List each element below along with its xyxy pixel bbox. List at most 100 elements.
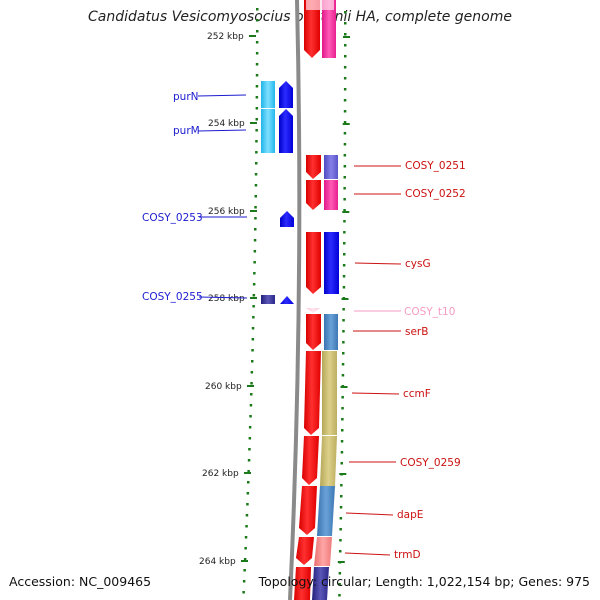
- minor-tick-left: [251, 338, 255, 341]
- leader-cysG: [354, 262, 402, 265]
- minor-tick-left: [255, 63, 259, 66]
- gene-serB-arrow: [306, 314, 321, 350]
- minor-tick-right: [343, 66, 347, 69]
- label-COSY_0259: COSY_0259: [400, 457, 461, 469]
- minor-tick-right: [343, 209, 346, 212]
- gene-COSY_0255-arrow: [280, 296, 294, 304]
- backbone-line: [288, 0, 302, 600]
- gene-dapE-arrow: [299, 486, 317, 535]
- minor-tick-right: [342, 264, 346, 267]
- minor-tick-left: [243, 569, 246, 572]
- tick-label-262: 262 kbp: [202, 469, 239, 479]
- minor-tick-left: [246, 503, 249, 506]
- minor-tick-left: [255, 151, 258, 154]
- minor-tick-right: [343, 110, 347, 113]
- minor-tick-right: [344, 55, 347, 58]
- minor-tick-left: [251, 327, 255, 330]
- minor-tick-right: [338, 572, 342, 575]
- label-purM: purM: [173, 125, 200, 137]
- right-strand-genes: [294, 0, 339, 600]
- minor-tick-left: [255, 107, 259, 110]
- minor-tick-left: [255, 41, 259, 44]
- gene-COSY_0251-cog: [324, 155, 338, 179]
- minor-tick-left: [242, 591, 245, 594]
- minor-tick-left: [252, 294, 256, 297]
- minor-tick-right: [343, 187, 346, 190]
- minor-tick-right: [343, 231, 346, 234]
- gene-ccmF-cog: [322, 351, 337, 435]
- minor-tick-right: [343, 198, 346, 201]
- minor-tick-left: [255, 162, 258, 165]
- minor-tick-left: [256, 19, 259, 22]
- gene-top-partial-highlight: [306, 0, 334, 10]
- minor-tick-left: [255, 118, 258, 121]
- minor-tick-left: [253, 261, 256, 264]
- leader-purN: [197, 94, 247, 97]
- minor-tick-right: [340, 451, 344, 454]
- minor-tick-right: [342, 341, 345, 344]
- minor-tick-right: [343, 154, 347, 157]
- label-ccmF: ccmF: [403, 388, 431, 400]
- minor-tick-right: [344, 22, 347, 25]
- minor-tick-right: [341, 396, 344, 399]
- minor-tick-left: [244, 547, 247, 550]
- gene-ccmF-arrow: [304, 351, 321, 435]
- label-COSY_0255: COSY_0255: [142, 291, 203, 303]
- minor-tick-left: [250, 393, 253, 396]
- label-cysG: cysG: [405, 258, 431, 270]
- tick-label-254: 254 kbp: [208, 119, 245, 129]
- minor-tick-right: [341, 407, 344, 410]
- minor-tick-left: [249, 415, 252, 418]
- minor-tick-left: [253, 250, 257, 253]
- minor-tick-right: [344, 44, 347, 47]
- gene-bottom-partial-arrow: [294, 567, 311, 600]
- minor-tick-right: [343, 88, 347, 91]
- minor-tick-right: [341, 363, 345, 366]
- minor-tick-left: [255, 85, 259, 88]
- label-COSY_0252: COSY_0252: [405, 188, 466, 200]
- minor-tick-right: [343, 242, 346, 245]
- leader-COSY_0255: [198, 296, 248, 299]
- minor-tick-right: [344, 11, 347, 14]
- tick-track: [242, 8, 259, 594]
- minor-tick-right: [339, 539, 342, 542]
- minor-tick-left: [254, 206, 257, 209]
- minor-tick-right: [342, 308, 345, 311]
- minor-tick-right: [344, 33, 347, 36]
- label-purN: purN: [173, 91, 199, 103]
- minor-tick-left: [250, 371, 254, 374]
- minor-tick-left: [253, 272, 256, 275]
- minor-tick-left: [254, 217, 257, 220]
- gene-COSY_0253-arrow: [280, 211, 294, 227]
- gene-bottom-partial-cog: [312, 567, 329, 600]
- minor-tick-left: [252, 316, 255, 319]
- accession-text: Accession: NC_009465: [9, 574, 152, 589]
- minor-tick-left: [253, 239, 257, 242]
- minor-tick-right: [340, 495, 343, 498]
- gene-purN-arrow: [279, 81, 293, 108]
- minor-tick-right: [343, 176, 346, 179]
- gene-purM-arrow: [279, 109, 293, 153]
- gene-purN-cog-block: [261, 81, 275, 108]
- leader-purM: [197, 129, 247, 132]
- tick-label-252: 252 kbp: [207, 32, 244, 42]
- tick-labels: 252 kbp 254 kbp 256 kbp 258 kbp 260 kbp …: [199, 32, 257, 567]
- minor-tick-right: [341, 418, 344, 421]
- minor-tick-right: [340, 462, 343, 465]
- minor-tick-left: [254, 184, 258, 187]
- minor-tick-left: [246, 492, 250, 495]
- gene-COSY_0259-arrow: [302, 436, 319, 485]
- label-COSY_0253: COSY_0253: [142, 212, 203, 224]
- gene-cysG-arrow: [306, 232, 321, 294]
- gene-top-partial-arrow: [304, 0, 320, 58]
- minor-tick-right: [343, 99, 347, 102]
- minor-tick-left: [255, 96, 259, 99]
- label-trmD: trmD: [394, 549, 421, 561]
- minor-tick-right: [343, 165, 347, 168]
- gene-COSY_0252-arrow: [306, 180, 321, 210]
- minor-tick-right: [339, 506, 343, 509]
- label-serB: serB: [405, 326, 428, 338]
- map-title: Candidatus Vesicomyosocius okutanii HA, …: [88, 9, 512, 25]
- gene-dapE-cog: [317, 486, 335, 536]
